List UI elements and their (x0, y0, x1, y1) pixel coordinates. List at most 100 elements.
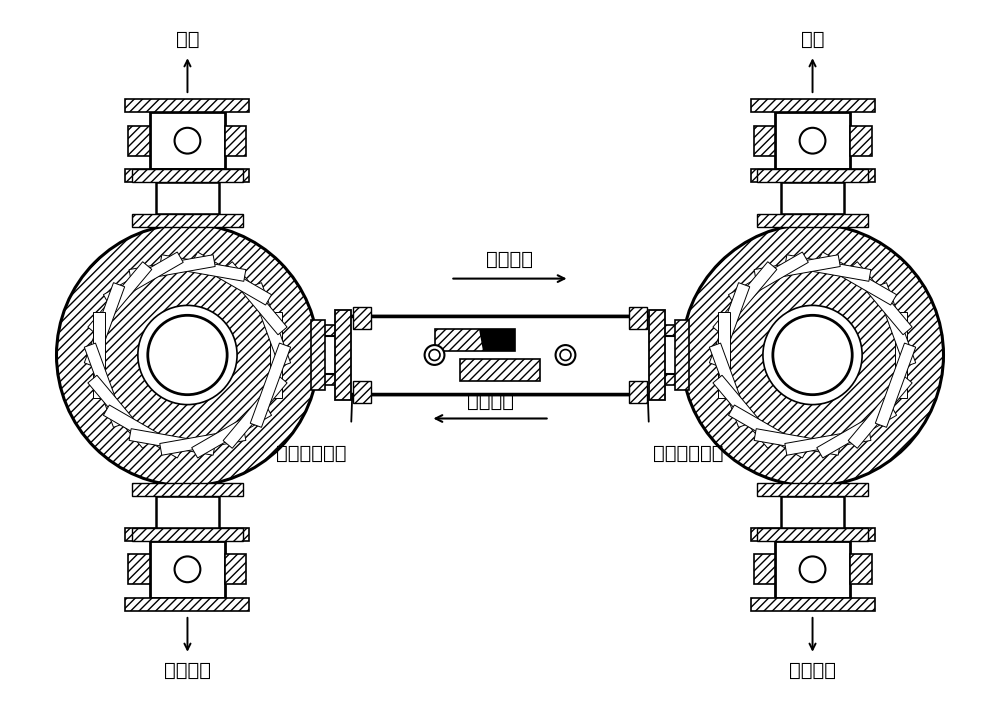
Bar (757, 528, 868, 540)
Bar (156, 182, 219, 214)
Polygon shape (129, 429, 215, 455)
Bar (775, 112, 850, 170)
Circle shape (800, 557, 825, 582)
Circle shape (682, 224, 944, 486)
Polygon shape (728, 252, 808, 305)
Bar (649, 310, 665, 400)
Polygon shape (93, 312, 105, 398)
Polygon shape (250, 343, 291, 427)
Text: 输出: 输出 (176, 31, 199, 50)
Polygon shape (160, 429, 246, 455)
Polygon shape (718, 312, 730, 398)
Polygon shape (84, 343, 125, 427)
Polygon shape (709, 283, 750, 367)
Bar (751, 170, 875, 182)
Circle shape (800, 128, 825, 153)
Bar (132, 214, 243, 227)
Bar (629, 307, 647, 329)
Circle shape (425, 345, 444, 365)
Bar (343, 317, 657, 393)
Polygon shape (848, 262, 912, 334)
Bar (353, 381, 371, 403)
Bar (675, 320, 689, 390)
Bar (657, 336, 682, 374)
Bar (754, 555, 775, 584)
Circle shape (175, 128, 200, 153)
Polygon shape (223, 262, 287, 334)
Circle shape (175, 557, 200, 582)
Bar (657, 325, 682, 336)
Text: 注入信号: 注入信号 (789, 660, 836, 679)
Circle shape (138, 305, 237, 405)
Bar (751, 598, 875, 611)
Bar (156, 496, 219, 528)
Bar (757, 483, 868, 496)
Circle shape (148, 315, 227, 395)
Text: 输出衰减信号: 输出衰减信号 (276, 444, 347, 464)
Bar (128, 555, 150, 584)
Bar (150, 540, 225, 598)
Bar (781, 182, 844, 214)
Polygon shape (817, 405, 897, 458)
Polygon shape (754, 429, 840, 455)
Polygon shape (713, 376, 777, 448)
Bar (775, 540, 850, 598)
Bar (850, 555, 872, 584)
Bar (128, 126, 150, 155)
Bar (132, 170, 243, 182)
Bar (353, 307, 371, 329)
Text: 注入信号: 注入信号 (164, 660, 211, 679)
Bar (132, 483, 243, 496)
Polygon shape (875, 343, 916, 427)
Polygon shape (192, 405, 272, 458)
Polygon shape (129, 255, 215, 281)
Polygon shape (270, 312, 282, 398)
Circle shape (556, 345, 575, 365)
Polygon shape (713, 262, 777, 334)
Text: 输出衰减信号: 输出衰减信号 (653, 444, 724, 464)
Bar (343, 381, 657, 393)
Bar (125, 528, 249, 540)
Bar (225, 555, 246, 584)
Text: 微波能量: 微波能量 (486, 250, 533, 268)
Polygon shape (848, 376, 912, 448)
Bar (125, 170, 249, 182)
Polygon shape (817, 252, 897, 305)
Bar (757, 214, 868, 227)
Polygon shape (895, 312, 907, 398)
Polygon shape (103, 405, 183, 458)
Bar (435, 329, 515, 351)
Circle shape (763, 305, 862, 405)
Bar (335, 310, 351, 400)
Polygon shape (103, 252, 183, 305)
Bar (803, 170, 822, 224)
Bar (125, 598, 249, 611)
Text: 输出: 输出 (801, 31, 824, 50)
Bar (318, 325, 343, 336)
Polygon shape (754, 255, 840, 281)
Bar (150, 112, 225, 170)
Text: 微波能量: 微波能量 (467, 391, 514, 410)
Bar (781, 496, 844, 528)
Bar (343, 317, 657, 329)
Bar (757, 170, 868, 182)
Bar (311, 320, 325, 390)
Circle shape (560, 349, 571, 361)
Bar (850, 126, 872, 155)
Bar (751, 99, 875, 112)
Polygon shape (709, 343, 750, 427)
Circle shape (773, 315, 852, 395)
Bar (460, 359, 540, 381)
Circle shape (56, 224, 318, 486)
Bar (803, 486, 822, 540)
Polygon shape (192, 252, 272, 305)
Polygon shape (785, 255, 871, 281)
Polygon shape (728, 405, 808, 458)
Polygon shape (160, 255, 246, 281)
Bar (178, 170, 197, 224)
Polygon shape (785, 429, 871, 455)
Bar (125, 99, 249, 112)
Bar (751, 528, 875, 540)
Bar (356, 329, 644, 381)
Bar (318, 336, 343, 374)
